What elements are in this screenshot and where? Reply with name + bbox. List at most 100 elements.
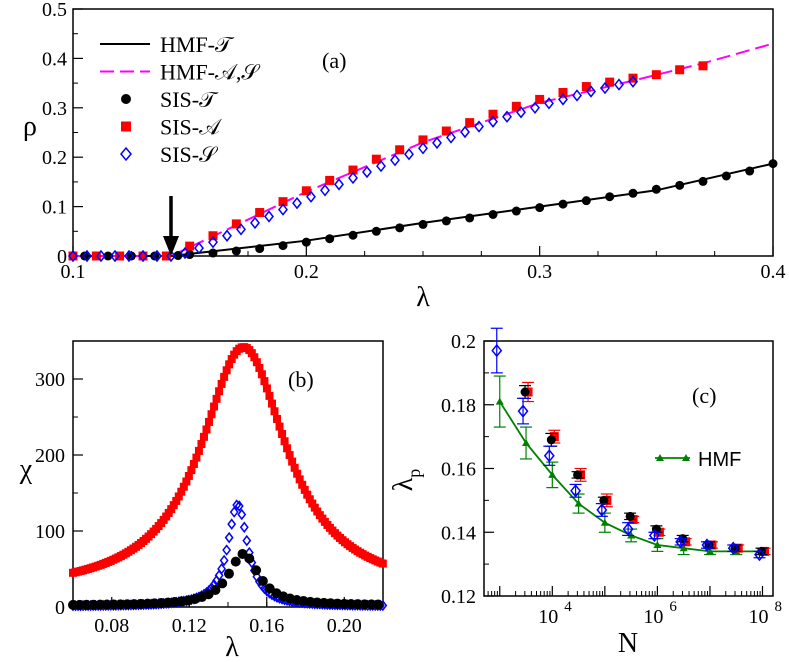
panel-a-xtick-label: 0.4 xyxy=(761,261,786,283)
panel-b-point xyxy=(250,353,259,362)
panel-b: λ χ (b) 0.08 0.12 0.16 0.20 0 100 200 300 xyxy=(19,340,388,662)
panel-c-point xyxy=(625,511,635,521)
panel-a-point xyxy=(581,196,591,206)
panel-b-point xyxy=(378,559,387,568)
panel-b-point xyxy=(267,399,276,408)
panel-b-ytick-label: 0 xyxy=(55,597,65,619)
panel-c-xtick-label: 10 xyxy=(748,606,768,628)
panel-a-point xyxy=(264,210,274,223)
panel-c-ylabel: λp xyxy=(388,469,424,492)
panel-b-point xyxy=(293,469,302,478)
panel-b-point xyxy=(179,482,188,491)
panel-a-point xyxy=(465,213,475,223)
panel-c-ytick-label: 0.2 xyxy=(451,331,476,353)
panel-a-point xyxy=(325,234,335,244)
panel-a-point xyxy=(376,159,386,173)
panel-b-point xyxy=(225,360,234,369)
panel-a-point xyxy=(558,93,568,106)
panel-b-point xyxy=(199,432,208,441)
panel-a-point xyxy=(745,166,755,176)
panel-b-point xyxy=(305,495,314,504)
panel-a-point xyxy=(395,145,405,155)
panel-c-point xyxy=(701,538,713,552)
panel-a-xtick-label: 0.3 xyxy=(527,261,552,283)
panel-b-xlabel: λ xyxy=(225,632,239,662)
panel-b-point xyxy=(210,402,219,411)
panel-b-point xyxy=(373,599,384,610)
panel-c-legend-marker xyxy=(656,454,664,461)
panel-a-point xyxy=(250,216,260,230)
panel-a-ytick-label: 0 xyxy=(57,246,67,268)
panel-c-ylabel-subscript: p xyxy=(404,469,424,478)
legend-label: SIS-𝒯 xyxy=(160,87,219,112)
panel-b-point xyxy=(288,457,297,466)
panel-c-point xyxy=(573,470,583,480)
panel-a-point xyxy=(255,244,265,254)
panel-a-point xyxy=(488,109,498,119)
panel-b-point xyxy=(207,410,216,419)
panel-b-point xyxy=(239,521,249,533)
panel-a-point xyxy=(82,249,92,263)
panel-c-point xyxy=(574,499,583,507)
panel-b-point xyxy=(217,379,226,388)
threshold-arrow xyxy=(163,196,179,256)
panel-b-point xyxy=(244,553,255,564)
panel-b-xtick-label: 0.12 xyxy=(172,615,207,637)
panel-a-point xyxy=(544,97,554,110)
panel-c-ylabel-text: λ xyxy=(388,477,419,491)
panel-a-point xyxy=(301,237,311,247)
panel-b-ytick-label: 100 xyxy=(35,521,65,543)
legend-label: HMF-𝒜,𝒮 xyxy=(160,60,260,85)
panel-b-point xyxy=(257,576,268,586)
panel-c-point xyxy=(522,439,531,446)
panel-b-point xyxy=(227,518,237,530)
panel-a-point xyxy=(208,248,218,258)
panel-c-point xyxy=(600,518,609,526)
panel-b-point xyxy=(298,480,307,489)
panel-a-ylabel: ρ xyxy=(23,111,37,142)
panel-b-point xyxy=(230,556,241,567)
panel-b-point xyxy=(217,578,228,589)
panel-c-xtick-label: 10 xyxy=(538,606,558,628)
panel-b-point xyxy=(223,568,234,579)
panel-a-ytick-label: 0.3 xyxy=(42,98,67,120)
panel-b-point xyxy=(303,490,312,499)
panel-a-point xyxy=(395,223,405,233)
arrow-head xyxy=(163,236,179,256)
panel-a-point xyxy=(103,251,113,261)
panel-c-point xyxy=(622,522,634,536)
panel-b-point xyxy=(251,565,262,576)
panel-a-point xyxy=(301,186,311,196)
panel-b-ytick-label: 300 xyxy=(35,369,65,391)
panel-a-point xyxy=(605,192,615,202)
panel-a-point xyxy=(511,101,521,111)
panel-b-point xyxy=(205,417,214,426)
panel-a-point xyxy=(185,250,195,260)
panel-c-point xyxy=(754,547,765,562)
panel-a-point xyxy=(138,249,148,263)
panel-a-point xyxy=(68,249,78,263)
panel-b-point xyxy=(187,466,196,475)
panel-a-point xyxy=(390,153,400,167)
panel-c-point xyxy=(596,503,608,517)
panel-a-point xyxy=(441,216,451,226)
panel-a-point xyxy=(465,118,475,128)
panel-c-point xyxy=(679,544,688,552)
panel-c-xlabel: N xyxy=(618,628,638,659)
panel-b-point xyxy=(232,499,242,511)
panel-a-point xyxy=(152,249,162,263)
panel-c-point xyxy=(648,528,660,543)
panel-c-point xyxy=(517,404,529,418)
panel-a-point xyxy=(581,82,591,92)
panel-c-legend-label: HMF xyxy=(698,449,741,471)
panel-a-xtick-label: 0.1 xyxy=(61,261,86,283)
panel-c-ytick-label: 0.12 xyxy=(441,586,476,608)
panel-c-point xyxy=(543,449,555,463)
panel-a-point xyxy=(255,208,265,218)
legend-marker xyxy=(121,121,131,132)
panel-a-point xyxy=(306,190,316,203)
panel-b-point xyxy=(300,485,309,494)
panel-a-point xyxy=(675,180,685,190)
panel-a-point xyxy=(768,159,778,169)
panel-a-point xyxy=(222,229,232,242)
